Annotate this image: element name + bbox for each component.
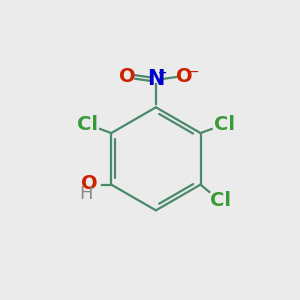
Text: O: O <box>81 174 98 193</box>
Text: O: O <box>176 67 193 86</box>
Text: +: + <box>158 68 167 78</box>
Text: −: − <box>188 65 200 79</box>
Text: Cl: Cl <box>214 115 235 134</box>
Text: Cl: Cl <box>210 191 231 210</box>
Text: Cl: Cl <box>76 115 98 134</box>
Text: N: N <box>147 69 165 89</box>
Text: O: O <box>119 67 136 86</box>
Text: H: H <box>80 185 93 203</box>
